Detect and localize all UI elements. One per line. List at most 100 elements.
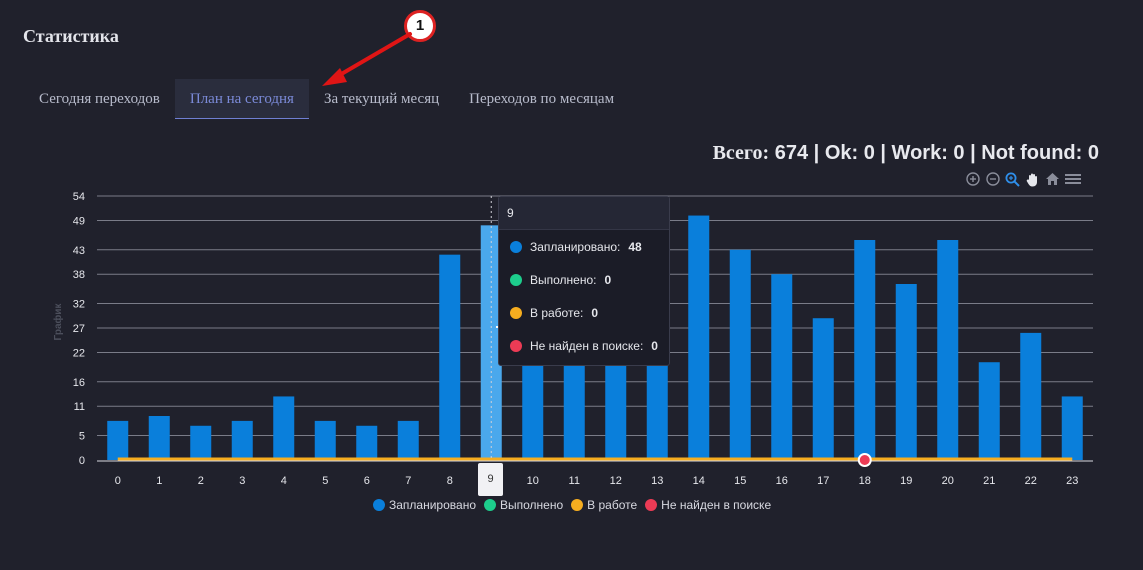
- page-title: Статистика: [23, 26, 119, 46]
- legend-item-not-found[interactable]: Не найден в поиске: [645, 498, 771, 512]
- in-work-dot: [510, 306, 522, 319]
- menu-icon[interactable]: [1064, 171, 1081, 188]
- chart-bars: [107, 215, 1083, 461]
- not-found-marker: [857, 453, 872, 467]
- bar: [937, 240, 959, 460]
- planned-dot: [510, 240, 522, 253]
- legend-marker: [484, 499, 496, 511]
- bar: [812, 318, 834, 460]
- x-axis-crosshair-label: 9: [478, 463, 503, 496]
- bar: [190, 425, 212, 460]
- zoom-in-icon[interactable]: [964, 171, 981, 188]
- y-tick-label: 54: [73, 191, 85, 203]
- tooltip-row-in-work: В работе: 0: [499, 296, 669, 329]
- not-found-dot: [510, 339, 522, 352]
- x-tick-label: 12: [610, 475, 622, 487]
- y-tick-label: 11: [74, 401, 85, 413]
- tooltip-row-done: Выполнено: 0: [499, 263, 669, 296]
- y-tick-label: 32: [73, 299, 85, 311]
- x-tick-label: 5: [322, 475, 328, 487]
- legend-item-in-work[interactable]: В работе: [571, 498, 637, 512]
- x-tick-label: 15: [734, 475, 746, 487]
- x-tick-label: 4: [281, 475, 287, 487]
- chart-legend: Запланировано Выполнено В работе Не найд…: [373, 498, 779, 512]
- x-tick-label: 17: [817, 475, 829, 487]
- selection-zoom-icon[interactable]: [1004, 171, 1021, 188]
- tooltip-header: 9: [499, 197, 669, 230]
- y-axis-title: График: [52, 303, 64, 341]
- y-tick-label: 0: [79, 455, 85, 467]
- x-tick-label: 21: [983, 475, 995, 487]
- x-tick-label: 0: [115, 475, 121, 487]
- tooltip-value: 0: [651, 338, 658, 353]
- legend-item-done[interactable]: Выполнено: [484, 498, 563, 512]
- bar: [563, 337, 585, 460]
- legend-item-planned[interactable]: Запланировано: [373, 498, 476, 512]
- y-tick-label: 5: [79, 431, 85, 443]
- tab-visits-by-month[interactable]: Переходов по месяцам: [469, 91, 615, 107]
- bar: [107, 420, 129, 460]
- bar: [771, 274, 793, 460]
- tab-today-visits[interactable]: Сегодня переходов: [39, 91, 160, 107]
- tab-bar: Сегодня переходов План на сегодня За тек…: [24, 79, 629, 119]
- x-tick-label: 19: [900, 475, 912, 487]
- x-tick-label: 7: [405, 475, 411, 487]
- y-tick-label: 49: [73, 215, 85, 227]
- bar: [397, 420, 419, 460]
- pan-hand-icon[interactable]: [1024, 171, 1041, 188]
- tooltip-label: Не найден в поиске:: [530, 338, 644, 353]
- x-tick-label: 11: [569, 475, 580, 487]
- y-tick-label: 16: [73, 377, 85, 389]
- tooltip-value: 0: [604, 272, 612, 287]
- tooltip-label: В работе:: [530, 305, 584, 320]
- x-tick-label: 1: [156, 475, 162, 487]
- x-tick-label: 6: [364, 475, 370, 487]
- legend-label: Запланировано: [389, 498, 476, 512]
- x-tick-label: 18: [859, 475, 871, 487]
- bar: [231, 420, 253, 460]
- tab-plan-today[interactable]: План на сегодня: [174, 79, 309, 119]
- bar: [729, 249, 751, 460]
- x-tick-label: 2: [198, 475, 204, 487]
- done-dot: [510, 273, 522, 286]
- bar: [439, 254, 461, 460]
- summary-prefix: Всего:: [712, 142, 770, 164]
- tooltip-value: 0: [591, 305, 599, 320]
- x-tick-label: 14: [693, 475, 705, 487]
- x-tick-label: 23: [1066, 475, 1078, 487]
- tooltip-value: 48: [628, 239, 642, 254]
- x-tick-label: 22: [1025, 475, 1037, 487]
- tooltip-row-planned: Запланировано: 48: [499, 230, 669, 263]
- x-tick-label: 8: [447, 475, 453, 487]
- chart-tooltip: 9 Запланировано: 48 Выполнено: 0 В работ…: [498, 196, 670, 366]
- y-tick-label: 43: [73, 245, 85, 257]
- legend-label: Не найден в поиске: [661, 498, 772, 512]
- summary-totals: Всего: 674 | Ok: 0 | Work: 0 | Not found…: [713, 142, 1099, 165]
- bar: [273, 396, 295, 460]
- legend-label: В работе: [587, 498, 638, 512]
- tooltip-label: Запланировано:: [530, 239, 621, 254]
- bar: [688, 215, 710, 460]
- zoom-out-icon[interactable]: [984, 171, 1001, 188]
- summary-values: 674 | Ok: 0 | Work: 0 | Not found: 0: [774, 142, 1099, 164]
- y-tick-label: 22: [73, 347, 85, 359]
- x-tick-label: 20: [942, 475, 954, 487]
- legend-marker: [571, 499, 584, 511]
- bar: [646, 337, 668, 460]
- bar: [314, 420, 336, 460]
- bar: [148, 416, 170, 460]
- y-tick-label: 27: [73, 323, 85, 335]
- chart-axes: 0511162227323843495401234567891011121314…: [73, 191, 1093, 487]
- bar: [1061, 396, 1083, 460]
- tooltip-label: Выполнено:: [530, 272, 597, 287]
- x-tick-label: 16: [776, 475, 788, 487]
- bar: [978, 362, 1000, 460]
- chart-toolbar: [964, 170, 1081, 188]
- legend-label: Выполнено: [500, 498, 564, 512]
- tooltip-row-not-found: Не найден в поиске: 0: [499, 329, 669, 362]
- bar: [895, 284, 917, 460]
- home-reset-icon[interactable]: [1044, 171, 1061, 188]
- tab-current-month[interactable]: За текущий месяц: [323, 91, 440, 107]
- x-tick-label: 3: [239, 475, 245, 487]
